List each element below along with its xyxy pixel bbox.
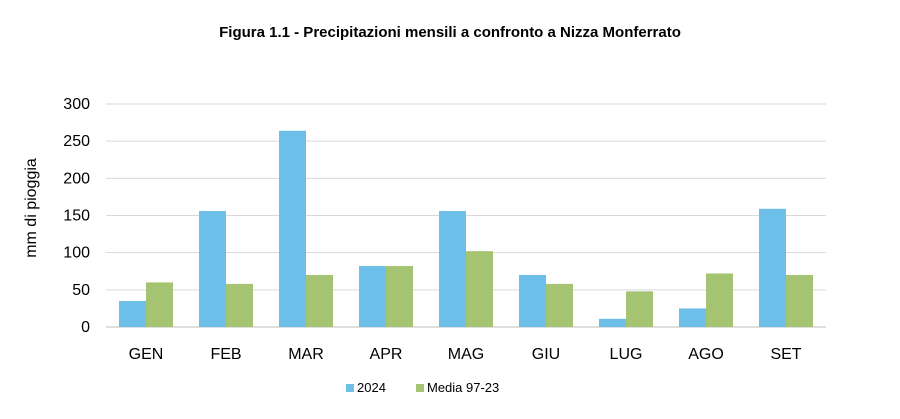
bar-series-2-feb [226,283,253,327]
x-tick-label: MAR [288,346,324,363]
bar-series-1-feb [199,211,226,327]
bar-series-1-lug [599,318,626,327]
bar-series-1-mag [439,211,466,327]
bar-series-2-mag [466,251,493,327]
legend-swatch [416,384,424,392]
legend-label: 2024 [357,380,386,395]
x-tick-label: GEN [129,346,164,363]
bar-series-2-ago [706,273,733,327]
bar-series-1-giu [519,274,546,327]
y-axis-ticks: 0 50 100 150 200 250 300 [63,96,90,336]
x-tick-label: SET [770,346,801,363]
y-axis-label: mm di pioggia [23,158,40,258]
bar-series-1-ago [679,308,706,327]
bar-series-1-mar [279,130,306,327]
bar-series-2-lug [626,291,653,327]
bar-series-2-gen [146,282,173,327]
y-tick-label: 300 [63,96,90,113]
x-axis-ticks: GEN FEB MAR APR MAG GIU LUG AGO SET [129,346,802,363]
x-tick-label: MAG [448,346,484,363]
y-tick-label: 50 [72,282,90,299]
x-tick-label: FEB [210,346,241,363]
x-tick-label: AGO [688,346,724,363]
x-tick-label: LUG [610,346,643,363]
y-tick-label: 100 [63,245,90,262]
x-tick-label: APR [370,346,403,363]
y-tick-label: 250 [63,133,90,150]
legend-swatch [346,384,354,392]
bar-series-2-apr [386,266,413,327]
bar-series-2-set [786,274,813,327]
bar-series-1-apr [359,266,386,327]
legend: 2024 Media 97-23 [346,380,499,395]
bars [119,130,813,327]
x-tick-label: GIU [532,346,560,363]
y-tick-label: 150 [63,208,90,225]
bar-series-2-giu [546,283,573,327]
bar-series-1-set [759,208,786,327]
y-tick-label: 200 [63,170,90,187]
y-tick-label: 0 [81,319,90,336]
legend-label: Media 97-23 [427,380,499,395]
bar-series-1-gen [119,300,146,327]
chart-title: Figura 1.1 - Precipitazioni mensili a co… [219,24,681,41]
bar-series-2-mar [306,274,333,327]
